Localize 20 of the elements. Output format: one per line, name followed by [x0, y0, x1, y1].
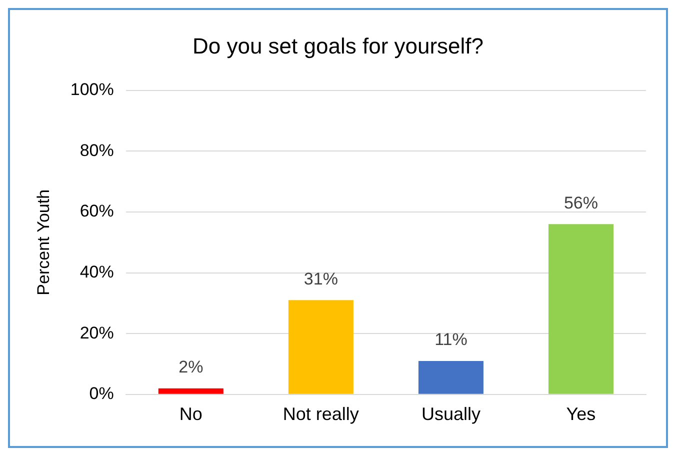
x-tick-label: Usually	[421, 404, 480, 424]
y-tick-label: 80%	[80, 140, 114, 160]
data-label: 31%	[304, 269, 338, 288]
y-tick-label: 20%	[80, 323, 114, 342]
x-tick-label: Yes	[566, 404, 596, 424]
x-tick-label: No	[179, 404, 202, 424]
x-tick-label: Not really	[282, 404, 359, 424]
bar	[548, 224, 614, 394]
y-tick-label: 60%	[80, 202, 114, 221]
bar	[158, 388, 224, 394]
data-label: 56%	[564, 193, 598, 212]
data-label: 11%	[434, 330, 468, 350]
y-tick-label: 40%	[80, 262, 114, 282]
data-label: 2%	[178, 358, 204, 377]
bar	[288, 300, 354, 394]
y-tick-label: 100%	[70, 80, 114, 100]
y-axis-title: Percent Youth	[34, 189, 53, 296]
y-tick-label: 0%	[89, 384, 114, 404]
bar	[418, 360, 484, 394]
chart-title: Do you set goals for yourself?	[192, 33, 484, 58]
